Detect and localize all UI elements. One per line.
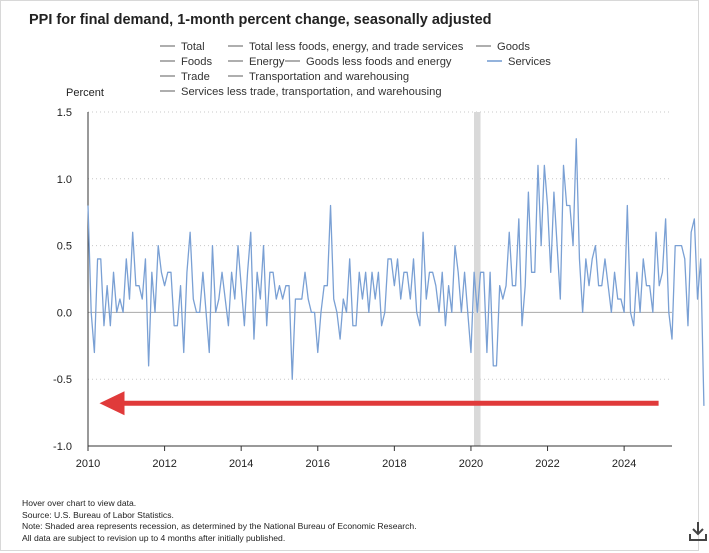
x-tick-label: 2020 (459, 458, 483, 470)
y-tick-label: -0.5 (53, 374, 72, 386)
chart-title: PPI for final demand, 1-month percent ch… (29, 12, 492, 28)
y-tick-label: 0.5 (57, 241, 72, 253)
note-recession: Note: Shaded area represents recession, … (22, 521, 417, 532)
legend-label: Services less trade, transportation, and… (181, 86, 442, 98)
legend-label: Trade (181, 71, 210, 83)
legend-label: Goods (497, 41, 530, 53)
x-tick-label: 2010 (76, 458, 100, 470)
legend-label: Total less foods, energy, and trade serv… (249, 41, 464, 53)
x-tick-label: 2014 (229, 458, 253, 470)
x-tick-label: 2016 (306, 458, 330, 470)
legend-label: Services (508, 56, 551, 68)
legend-label: Energy (249, 56, 285, 68)
y-tick-label: 1.0 (57, 174, 72, 186)
y-tick-label: 0.0 (57, 307, 72, 319)
y-tick-label: 1.5 (57, 107, 72, 119)
legend-label: Transportation and warehousing (249, 71, 409, 83)
note-hover: Hover over chart to view data. (22, 498, 137, 508)
note-revision: All data are subject to revision up to 4… (22, 532, 286, 543)
recession-shading (474, 112, 481, 446)
legend-label: Goods less foods and energy (306, 56, 452, 68)
note-source: Source: U.S. Bureau of Labor Statistics. (22, 509, 174, 520)
y-axis-label: Percent (66, 87, 104, 99)
download-icon[interactable] (688, 520, 708, 544)
chart-notes: Hover over chart to view data. Source: U… (22, 498, 417, 544)
series-line-services (87, 138, 705, 406)
legend-label: Total (181, 41, 205, 53)
legend-label: Foods (181, 56, 212, 68)
x-tick-label: 2022 (535, 458, 559, 470)
y-tick-label: -1.0 (53, 441, 72, 453)
annotation-arrow-head (99, 391, 125, 416)
x-tick-label: 2024 (612, 458, 636, 470)
x-tick-label: 2018 (382, 458, 406, 470)
x-tick-label: 2012 (152, 458, 176, 470)
